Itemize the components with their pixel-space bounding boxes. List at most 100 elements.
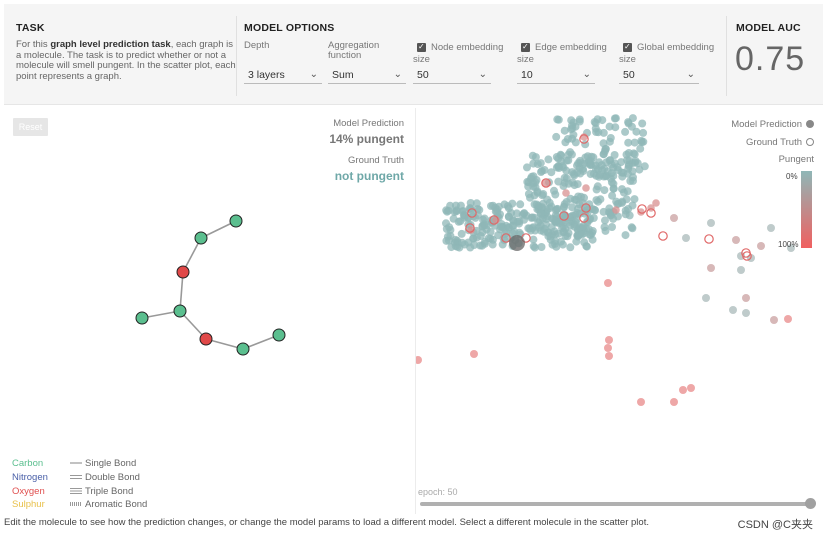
scatter-point[interactable] [577,192,585,201]
scatter-point[interactable] [601,145,610,154]
scatter-point[interactable] [478,222,487,230]
scatter-point[interactable] [636,144,645,153]
scatter-point[interactable] [472,199,481,208]
scatter-point[interactable] [457,229,466,238]
scatter-point[interactable] [554,177,563,186]
scatter-point[interactable] [605,336,613,344]
scatter-point[interactable] [544,155,553,164]
scatter-point[interactable] [682,234,690,242]
scatter-point[interactable] [594,197,602,206]
scatter-point[interactable] [588,229,596,237]
scatter-point[interactable] [559,203,568,212]
scatter-point[interactable] [529,235,538,244]
reset-button[interactable]: Reset [13,118,48,136]
bond[interactable] [179,271,184,312]
scatter-point[interactable] [562,189,570,197]
scatter-point[interactable] [442,206,451,215]
scatter-point[interactable] [560,173,569,182]
node-embedding-select[interactable]: 50 ⌄ [413,66,491,84]
scatter-point[interactable] [563,135,572,143]
scatter-point[interactable] [475,205,484,214]
oxygen-atom[interactable] [176,265,190,279]
scatter-point[interactable] [679,386,687,394]
scatter-point[interactable] [630,138,639,147]
scatter-point[interactable] [605,122,614,131]
scatter-point[interactable] [624,160,633,169]
scatter-point[interactable] [533,160,542,169]
scatter-point[interactable] [562,166,571,175]
scatter-point[interactable] [564,179,573,188]
scatter-point[interactable] [471,213,480,222]
scatter-point[interactable] [618,185,626,194]
scatter-point[interactable] [486,227,495,236]
scatter-point[interactable] [582,203,591,212]
scatter-point[interactable] [702,294,710,302]
scatter-point[interactable] [787,244,795,252]
ground-truth-ring[interactable] [465,223,475,233]
scatter-point[interactable] [507,209,516,217]
scatter-point[interactable] [589,169,598,178]
ground-truth-ring[interactable] [579,134,589,144]
edge-embedding-checkbox[interactable] [521,42,530,52]
carbon-atom[interactable] [229,214,243,228]
scatter-point[interactable] [707,264,715,272]
node-embedding-checkbox[interactable] [417,42,426,52]
scatter-point[interactable] [520,215,529,224]
scatter-point[interactable] [601,226,610,235]
scatter-point[interactable] [607,178,616,187]
scatter-point[interactable] [464,213,473,222]
scatter-point[interactable] [552,132,561,141]
scatter-point[interactable] [742,309,750,317]
oxygen-atom[interactable] [199,332,213,346]
scatter-point[interactable] [554,115,563,124]
molecule-graph[interactable] [4,108,414,448]
scatter-point[interactable] [569,170,578,178]
scatter-point[interactable] [527,213,536,222]
scatter-point[interactable] [639,137,648,146]
scatter-point[interactable] [488,240,497,249]
ground-truth-ring[interactable] [646,208,656,218]
scatter-point[interactable] [579,221,588,230]
scatter-point[interactable] [687,384,695,392]
scatter-point[interactable] [757,242,765,250]
scatter-point[interactable] [516,200,525,209]
scatter-point[interactable] [729,306,737,314]
scatter-point[interactable] [592,185,601,194]
scatter-point[interactable] [487,202,495,210]
selected-molecule-point[interactable] [509,235,525,251]
scatter-point[interactable] [652,199,660,207]
scatter-point[interactable] [509,221,518,230]
scatter-point[interactable] [609,214,618,223]
scatter-point[interactable] [632,127,641,136]
scatter-point[interactable] [621,127,630,136]
scatter-point[interactable] [610,151,619,159]
scatter-point[interactable] [631,157,640,165]
scatter-point[interactable] [582,184,590,192]
scatter-point[interactable] [547,168,556,177]
global-embedding-select[interactable]: 50 ⌄ [619,66,699,84]
scatter-point[interactable] [526,193,534,202]
ground-truth-ring[interactable] [704,234,714,244]
scatter-point[interactable] [539,227,548,236]
scatter-point[interactable] [523,163,531,172]
epoch-slider-thumb[interactable] [805,498,816,509]
scatter-point[interactable] [529,242,538,251]
scatter-point[interactable] [619,168,628,177]
scatter-point[interactable] [638,119,647,128]
scatter-point[interactable] [599,128,608,137]
global-embedding-checkbox[interactable] [623,42,632,52]
scatter-point[interactable] [558,224,567,233]
scatter-point[interactable] [601,216,609,225]
scatter-point[interactable] [606,134,615,142]
ground-truth-ring[interactable] [467,208,477,218]
depth-select[interactable]: 3 layers ⌄ [244,66,322,84]
scatter-point[interactable] [640,162,649,171]
scatter-point[interactable] [542,179,550,187]
scatter-point[interactable] [532,200,541,209]
scatter-point[interactable] [625,211,634,220]
scatter-point[interactable] [568,124,577,133]
scatter-point[interactable] [607,169,616,177]
scatter-point[interactable] [628,167,637,176]
scatter-point[interactable] [612,206,620,214]
scatter-point[interactable] [670,398,678,406]
